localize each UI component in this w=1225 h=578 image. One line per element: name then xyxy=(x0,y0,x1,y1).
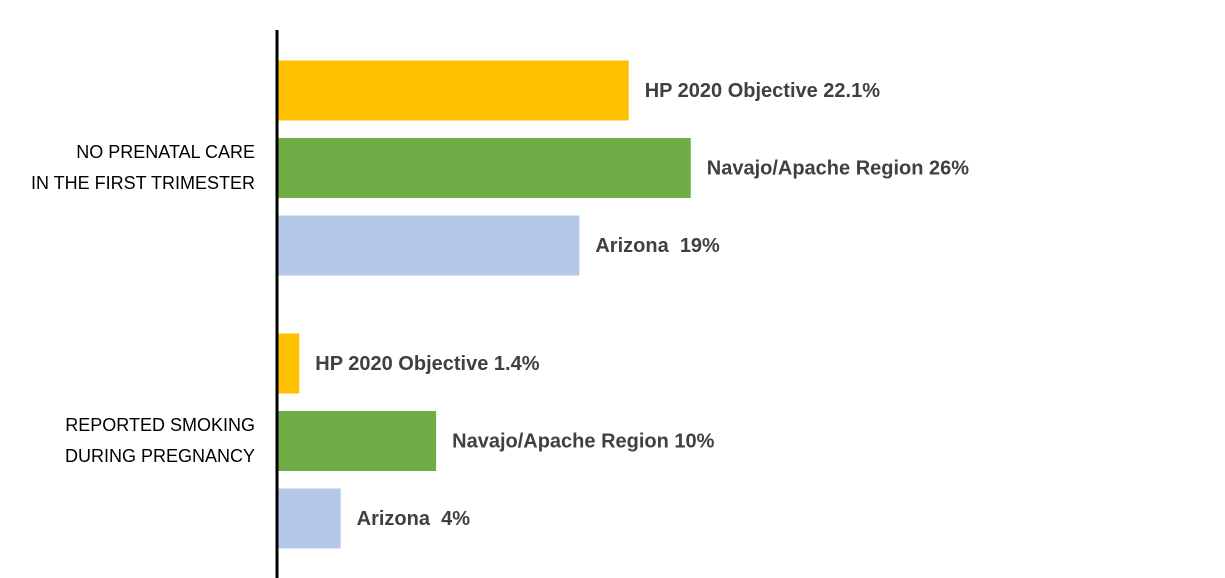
category-label: NO PRENATAL CARE xyxy=(76,142,255,162)
bar xyxy=(277,488,341,549)
bar xyxy=(277,411,437,471)
value-label: Navajo/Apache Region 10% xyxy=(452,430,715,452)
value-label: HP 2020 Objective 1.4% xyxy=(315,353,539,375)
bar xyxy=(277,215,580,276)
value-label: HP 2020 Objective 22.1% xyxy=(645,80,881,102)
category-label: DURING PREGNANCY xyxy=(65,446,255,466)
category-label: IN THE FIRST TRIMESTER xyxy=(31,173,255,193)
bar xyxy=(277,138,691,198)
bar xyxy=(277,333,300,394)
value-label: Navajo/Apache Region 26% xyxy=(707,157,970,179)
bar xyxy=(277,60,629,121)
value-label: Arizona 4% xyxy=(357,508,471,530)
value-label: Arizona 19% xyxy=(595,235,720,257)
category-label: REPORTED SMOKING xyxy=(65,415,255,435)
